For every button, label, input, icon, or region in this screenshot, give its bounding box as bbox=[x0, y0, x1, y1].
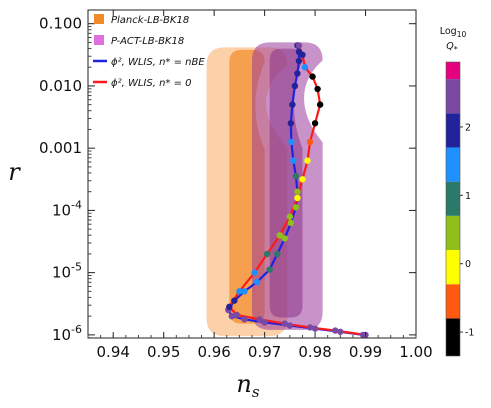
legend-swatch-2 bbox=[94, 35, 104, 45]
x-tick-label-7: 1.00 bbox=[399, 343, 432, 361]
colorbar-tick-label-4: 2 bbox=[465, 122, 471, 133]
data-point-s2-12 bbox=[286, 213, 294, 220]
data-point-s1-23 bbox=[261, 319, 268, 326]
colorbar-tick-label-2: 0 bbox=[465, 259, 471, 270]
series-points bbox=[225, 42, 369, 339]
legend: Planck-LB-BK18 P-ACT-LB-BK18 ϕ², WLIS, n* … bbox=[93, 14, 205, 89]
data-point-s1-18 bbox=[241, 288, 248, 295]
data-point-s1-6 bbox=[289, 101, 296, 108]
legend-swatch-1 bbox=[94, 14, 104, 24]
data-point-s2-14 bbox=[263, 250, 271, 258]
data-point-s2-4 bbox=[309, 73, 316, 80]
data-point-s2-21 bbox=[306, 324, 314, 331]
y-tick-label-3: 0.001 bbox=[39, 139, 82, 157]
x-tick-label-4: 0.97 bbox=[248, 343, 281, 361]
y-tick-label-2: 0.010 bbox=[39, 77, 82, 95]
colorbar-frame bbox=[445, 61, 461, 357]
colorbar-band-6 bbox=[446, 147, 460, 182]
data-point-s1-19 bbox=[231, 297, 238, 304]
data-point-s2-9 bbox=[304, 157, 311, 164]
x-axis-title: ns bbox=[236, 370, 259, 401]
data-point-s2-19 bbox=[256, 316, 263, 323]
data-point-s1-14 bbox=[281, 235, 288, 242]
data-point-s2-5 bbox=[314, 85, 321, 93]
colorbar-band-4 bbox=[446, 215, 460, 251]
data-point-s1-9 bbox=[290, 157, 297, 164]
colorbar-band-2 bbox=[446, 284, 460, 319]
data-point-s1-8 bbox=[288, 138, 295, 146]
data-point-s1-13 bbox=[287, 219, 295, 227]
data-point-s2-16 bbox=[236, 288, 243, 295]
data-point-s1-5 bbox=[291, 82, 299, 90]
x-tick-label-1: 0.94 bbox=[97, 343, 130, 361]
data-point-s2-1 bbox=[295, 42, 303, 49]
x-tick-label-5: 0.98 bbox=[298, 343, 331, 361]
data-point-s1-16 bbox=[266, 266, 273, 273]
colorbar-title-line1: Log10 bbox=[440, 26, 467, 39]
data-point-s2-8 bbox=[306, 138, 314, 146]
x-tick-label-3: 0.96 bbox=[197, 343, 230, 361]
colorbar-tick-label-3: 1 bbox=[465, 191, 471, 202]
data-point-s2-11 bbox=[294, 194, 301, 202]
colorbar-band-8 bbox=[446, 79, 460, 114]
data-point-s2-13 bbox=[276, 232, 283, 239]
colorbar-tick-label-1: -1 bbox=[465, 328, 474, 339]
x-axis-ticks: 0.94 0.95 0.96 0.97 0.98 0.99 1.00 bbox=[87, 10, 433, 361]
data-point-s1-25 bbox=[311, 325, 319, 332]
colorbar-band-7 bbox=[446, 113, 460, 148]
colorbar-band-1 bbox=[446, 318, 460, 356]
data-point-s2-6 bbox=[316, 101, 324, 108]
x-tick-label-6: 0.99 bbox=[349, 343, 382, 361]
data-point-s1-3 bbox=[295, 57, 303, 65]
data-point-s1-7 bbox=[287, 120, 295, 127]
y-tick-label-6: 10-6 bbox=[52, 323, 82, 344]
data-point-s1-15 bbox=[274, 250, 281, 258]
data-point-s1-12 bbox=[292, 204, 300, 211]
x-tick-label-2: 0.95 bbox=[147, 343, 180, 361]
data-point-s2-2 bbox=[299, 51, 306, 59]
y-tick-label-4: 10-4 bbox=[52, 198, 82, 219]
legend-label-3: ϕ², WLIS, n* = nBE bbox=[111, 57, 205, 68]
data-point-s2-22 bbox=[332, 327, 339, 334]
colorbar: -1 0 1 2 Log10 Q* bbox=[440, 26, 474, 357]
y-axis-ticks: 0.100 0.010 0.001 10-4 10-5 10-6 bbox=[39, 15, 416, 344]
legend-label-2: P-ACT-LB-BK18 bbox=[111, 36, 184, 47]
y-tick-label-5: 10-5 bbox=[52, 261, 82, 282]
data-point-s2-3 bbox=[301, 64, 309, 71]
data-point-s1-10 bbox=[292, 172, 300, 180]
data-point-s2-7 bbox=[311, 120, 319, 127]
data-point-s2-17 bbox=[226, 303, 233, 311]
legend-label-1: Planck-LB-BK18 bbox=[111, 15, 189, 26]
data-point-s1-11 bbox=[294, 188, 301, 195]
colorbar-title-line2: Q* bbox=[446, 41, 457, 54]
data-point-s1-22 bbox=[241, 316, 248, 323]
data-point-s1-21 bbox=[228, 313, 236, 320]
colorbar-band-9 bbox=[446, 62, 460, 80]
data-point-s1-4 bbox=[294, 70, 301, 77]
y-tick-label-1: 0.100 bbox=[39, 15, 82, 33]
data-point-s1-17 bbox=[253, 278, 261, 286]
data-point-s2-20 bbox=[281, 320, 288, 327]
colorbar-band-3 bbox=[446, 250, 460, 285]
data-point-s2-18 bbox=[233, 311, 241, 319]
data-point-s1-26 bbox=[337, 328, 344, 335]
colorbar-band-5 bbox=[446, 181, 460, 216]
data-point-s1-24 bbox=[286, 322, 294, 329]
confidence-regions bbox=[206, 42, 323, 337]
y-axis-title: r bbox=[8, 158, 21, 186]
data-point-s2-15 bbox=[251, 269, 258, 276]
data-point-s2-10 bbox=[299, 176, 306, 183]
x-axis-title-sub: s bbox=[252, 383, 260, 401]
x-axis-title-main: n bbox=[236, 370, 251, 398]
legend-label-4: ϕ², WLIS, n* = 0 bbox=[111, 78, 192, 89]
